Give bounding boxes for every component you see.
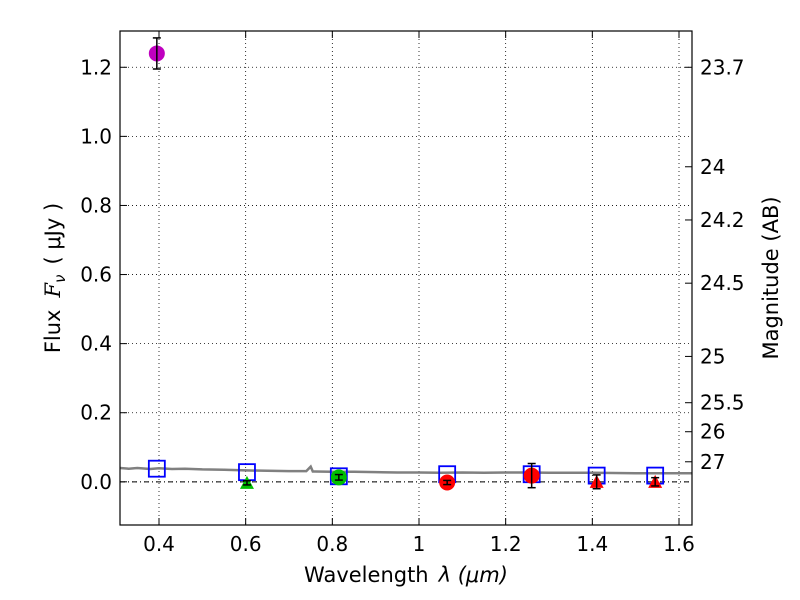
x-tick-label: 0.8 — [316, 532, 348, 556]
model-spectrum-line — [119, 464, 692, 475]
y2-axis-label: Magnitude (AB) — [759, 196, 783, 359]
model-band-square — [147, 459, 166, 478]
y2-tick-label: 24.5 — [700, 271, 745, 295]
y2-tick-label: 25.5 — [700, 391, 745, 415]
y2-tick-label: 23.7 — [700, 55, 745, 79]
axis-ticks: 0.4 0.6 0.8 1 1.2 1.4 1.6 0.0 0.2 0.4 0.6 0.8 1.0 1.2… — [80, 31, 745, 556]
x-tick-label: 0.4 — [143, 532, 175, 556]
y2-tick-label: 24 — [700, 155, 725, 179]
y2-tick-label: 26 — [700, 420, 725, 444]
y2-tick-label: 24.2 — [700, 208, 745, 232]
y-axis-label: FluxFν( μJy ) — [41, 203, 69, 353]
y-tick-label: 1.2 — [80, 55, 112, 79]
y-tick-label: 1.0 — [80, 124, 112, 148]
y2-tick-label: 27 — [700, 450, 725, 474]
data-marks — [147, 37, 665, 491]
y-tick-label: 0.2 — [80, 401, 112, 425]
y2-tick-label: 25 — [700, 344, 725, 368]
y-tick-label: 0.8 — [80, 193, 112, 217]
plot-frame — [119, 30, 693, 526]
y-tick-label: 0.4 — [80, 332, 112, 356]
y-tick-label: 0.0 — [80, 470, 112, 494]
x-tick-label: 0.6 — [230, 532, 262, 556]
x-tick-label: 1 — [413, 532, 426, 556]
x-tick-label: 1.6 — [663, 532, 695, 556]
x-axis-label: Wavelength λ (μm) — [304, 563, 508, 587]
y-tick-label: 0.6 — [80, 263, 112, 287]
grid — [120, 31, 692, 525]
x-tick-label: 1.2 — [490, 532, 522, 556]
x-tick-label: 1.4 — [576, 532, 608, 556]
